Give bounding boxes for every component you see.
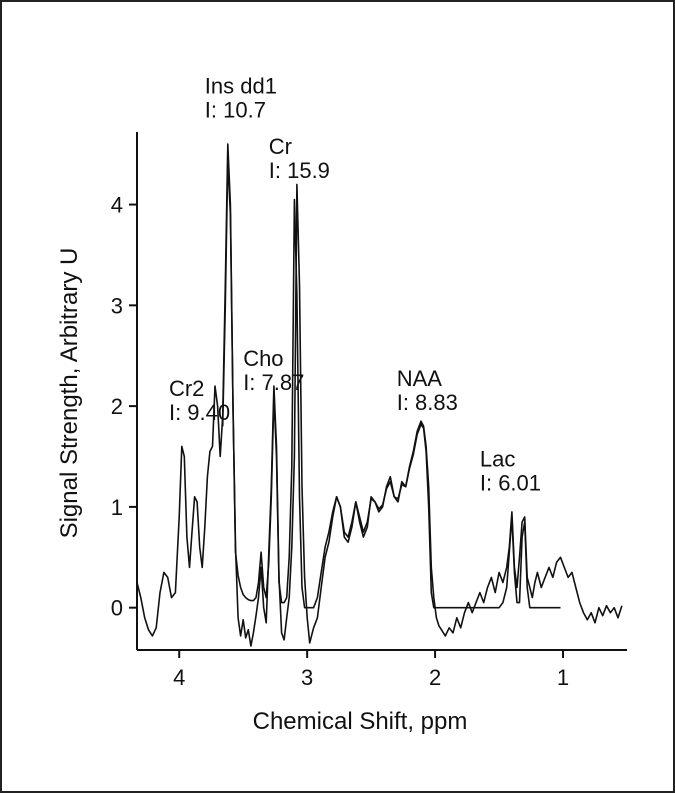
x-tick-label: 2 [429, 665, 441, 690]
peak-name-ins: Ins dd1 [205, 74, 277, 99]
x-tick-label: 1 [557, 665, 569, 690]
peak-intensity-cr: I: 15.9 [269, 158, 330, 183]
peak-name-lac: Lac [480, 447, 515, 472]
peak-intensity-cho: I: 7.87 [243, 370, 304, 395]
peak-intensity-ins: I: 10.7 [205, 98, 266, 123]
peak-name-cho: Cho [243, 346, 283, 371]
y-axis-title: Signal Strength, Arbitrary U [56, 248, 83, 539]
peak-name-cr2: Cr2 [169, 376, 204, 401]
y-tick-label: 0 [111, 596, 123, 621]
peak-intensity-lac: I: 6.01 [480, 471, 541, 496]
axes-layer [136, 132, 627, 651]
series-layer [136, 143, 623, 647]
series-line-measured [136, 143, 623, 647]
series-line-fitted [221, 158, 561, 609]
peak-annotation-cr: CrI: 15.9 [269, 134, 330, 183]
x-axis-title: Chemical Shift, ppm [253, 708, 468, 735]
peak-intensity-cr2: I: 9.40 [169, 400, 230, 425]
ticks-layer: 4 3 2 1 0 1 2 3 4 [111, 193, 569, 690]
x-tick-label: 3 [301, 665, 313, 690]
y-tick-label: 2 [111, 394, 123, 419]
peak-name-naa: NAA [397, 366, 443, 391]
y-tick-label: 4 [111, 193, 123, 218]
y-tick-label: 1 [111, 495, 123, 520]
x-tick-label: 4 [173, 665, 185, 690]
y-tick-label: 3 [111, 293, 123, 318]
peak-intensity-naa: I: 8.83 [397, 390, 458, 415]
peak-name-cr: Cr [269, 134, 292, 159]
